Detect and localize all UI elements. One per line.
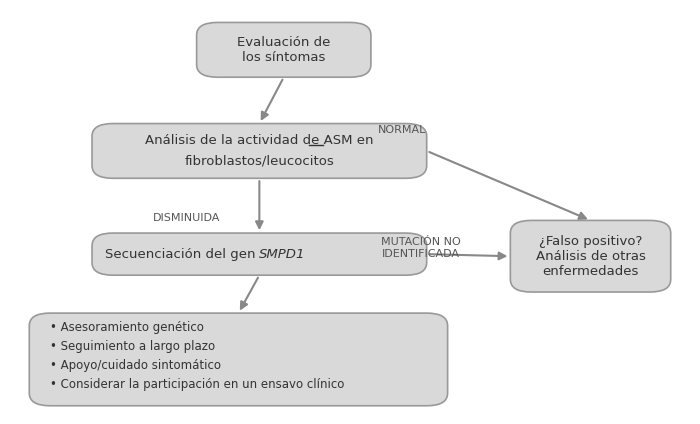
FancyBboxPatch shape bbox=[510, 220, 671, 292]
Text: MUTACIÓN NO
IDENTIFICADA: MUTACIÓN NO IDENTIFICADA bbox=[382, 237, 461, 259]
Text: fibroblastos/leucocitos: fibroblastos/leucocitos bbox=[185, 155, 334, 168]
Text: • Apoyo/cuidado sintomático: • Apoyo/cuidado sintomático bbox=[50, 359, 221, 372]
Text: • Considerar la participación en un ensavo clínico: • Considerar la participación en un ensa… bbox=[50, 378, 344, 391]
Text: • Asesoramiento genético: • Asesoramiento genético bbox=[50, 321, 204, 335]
FancyBboxPatch shape bbox=[29, 313, 447, 406]
Text: NORMAL: NORMAL bbox=[378, 125, 426, 135]
Text: • Seguimiento a largo plazo: • Seguimiento a largo plazo bbox=[50, 340, 216, 353]
Text: Evaluación de
los síntomas: Evaluación de los síntomas bbox=[237, 36, 330, 64]
Text: Secuenciación del gen: Secuenciación del gen bbox=[104, 248, 260, 261]
Text: Análisis de la actividad de ASM en: Análisis de la actividad de ASM en bbox=[145, 134, 374, 147]
Text: ¿Falso positivo?
Análisis de otras
enfermedades: ¿Falso positivo? Análisis de otras enfer… bbox=[536, 235, 645, 278]
Text: SMPD1: SMPD1 bbox=[260, 248, 306, 261]
FancyBboxPatch shape bbox=[92, 233, 427, 275]
Text: DISMINUIDA: DISMINUIDA bbox=[153, 213, 220, 223]
FancyBboxPatch shape bbox=[197, 22, 371, 77]
FancyBboxPatch shape bbox=[92, 123, 427, 179]
